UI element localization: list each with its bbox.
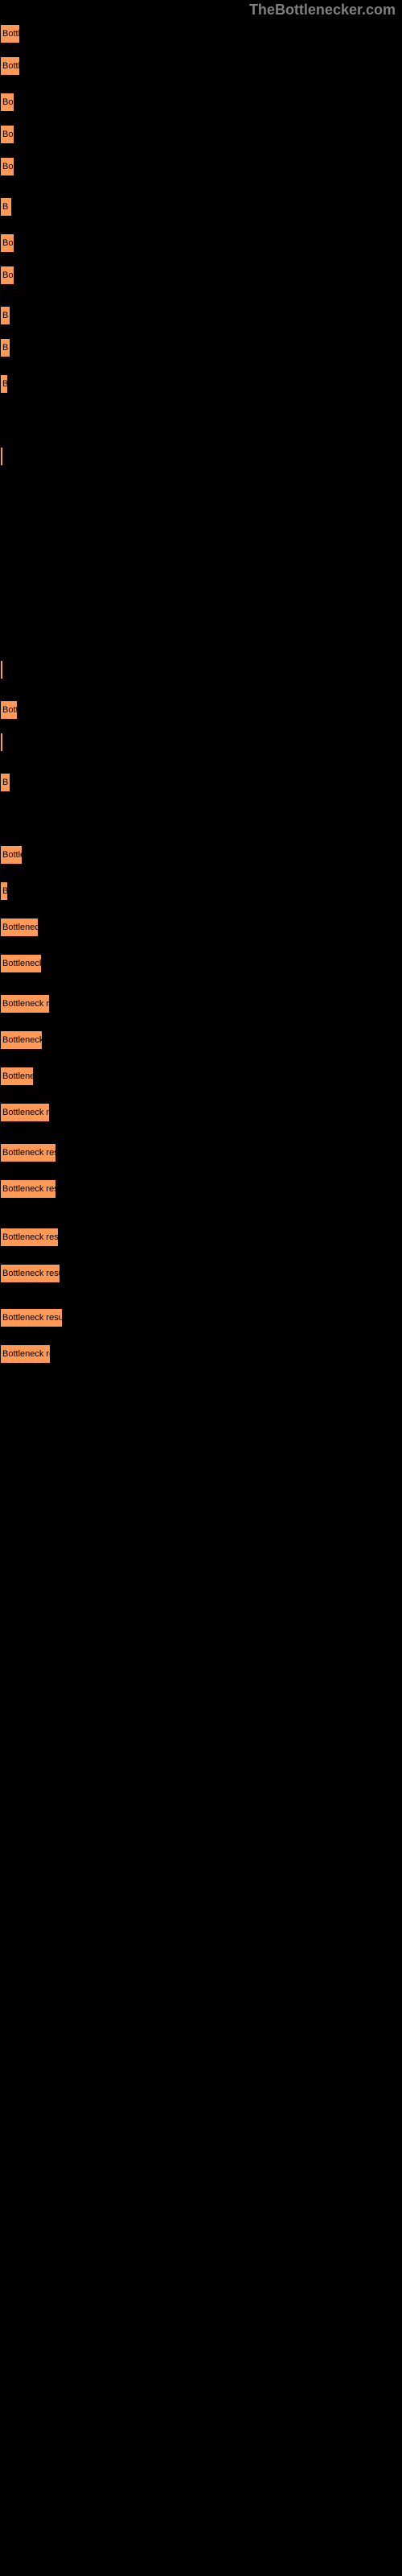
bar: Bo xyxy=(0,266,14,285)
bar-row: Bottleneck resu xyxy=(0,1264,60,1283)
bar-row: Bo xyxy=(0,157,14,176)
bar: B xyxy=(0,374,8,394)
bar: Bo xyxy=(0,157,14,176)
bar: B xyxy=(0,881,8,901)
bar-row: Bottleneck resul xyxy=(0,1308,63,1327)
bar: B xyxy=(0,338,10,357)
bar-row xyxy=(0,660,3,679)
bar-row: B xyxy=(0,197,12,217)
bar: Bottlenec xyxy=(0,918,39,937)
bar-row: B xyxy=(0,306,10,325)
bar-row: Bottlene xyxy=(0,1067,34,1086)
bar: Bo xyxy=(0,125,14,144)
bar: Bottleneck xyxy=(0,1030,43,1050)
bar-row: Bottl xyxy=(0,56,20,76)
bar: Bo xyxy=(0,233,14,253)
bar: Bott xyxy=(0,700,18,720)
bar-row: B xyxy=(0,338,10,357)
bar: B xyxy=(0,197,12,217)
bar: Bottleneck resu xyxy=(0,1264,60,1283)
bar xyxy=(0,447,3,466)
bar-row: Bottl xyxy=(0,24,20,43)
bar-row: Bottleneck resu xyxy=(0,1228,59,1247)
bar-row: Bottleneck xyxy=(0,1030,43,1050)
bar-row: Bottleneck re xyxy=(0,994,50,1013)
bar: Bottl xyxy=(0,56,20,76)
bar-row: Bo xyxy=(0,266,14,285)
bar: Bottleneck res xyxy=(0,1143,56,1162)
bar: Bottlene xyxy=(0,1067,34,1086)
bar-row: Bottleneck re xyxy=(0,1344,51,1364)
bar: Bo xyxy=(0,93,14,112)
bar-row: Bo xyxy=(0,125,14,144)
bar-row: Bo xyxy=(0,93,14,112)
bar: B xyxy=(0,773,10,792)
watermark-text: TheBottlenecker.com xyxy=(249,2,396,19)
bar-row: Bottleneck res xyxy=(0,1143,56,1162)
bar: Bottleneck resul xyxy=(0,1308,63,1327)
bar-row xyxy=(0,447,3,466)
bar-row: Bottleneck re xyxy=(0,1103,50,1122)
bar-row xyxy=(0,733,3,752)
bar: Bottle xyxy=(0,845,23,865)
bar: Bottleneck res xyxy=(0,1179,56,1199)
bar-row: B xyxy=(0,773,10,792)
bar-row: Bott xyxy=(0,700,18,720)
bar-row: Bo xyxy=(0,233,14,253)
bar: Bottl xyxy=(0,24,20,43)
bar-row: B xyxy=(0,881,8,901)
bar: Bottleneck resu xyxy=(0,1228,59,1247)
bar: Bottleneck xyxy=(0,954,42,973)
bar-row: Bottle xyxy=(0,845,23,865)
bar: Bottleneck re xyxy=(0,1103,50,1122)
bar: Bottleneck re xyxy=(0,994,50,1013)
bar xyxy=(0,733,3,752)
bar-row: B xyxy=(0,374,8,394)
bar: B xyxy=(0,306,10,325)
bar-row: Bottleneck res xyxy=(0,1179,56,1199)
bar-row: Bottleneck xyxy=(0,954,42,973)
bar xyxy=(0,660,3,679)
bar-row: Bottlenec xyxy=(0,918,39,937)
bar: Bottleneck re xyxy=(0,1344,51,1364)
